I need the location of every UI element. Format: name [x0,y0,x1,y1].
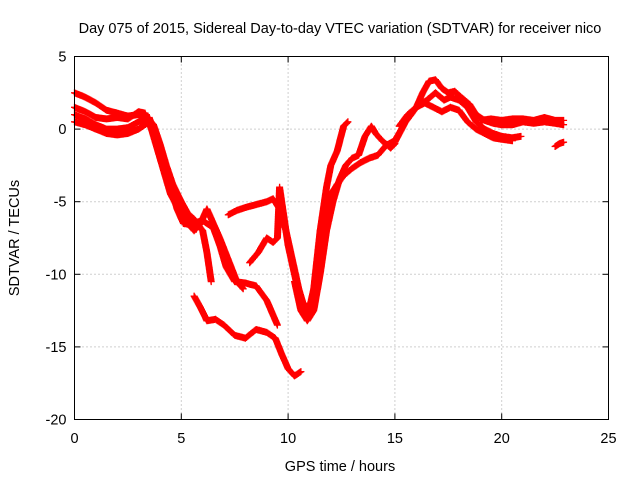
series-track-6 [190,292,305,380]
series-track-4 [71,118,200,233]
x-tick-label: 5 [177,431,185,447]
y-tick-label: -10 [46,267,67,283]
data-point-markers [551,138,568,150]
data-series [71,76,568,380]
data-point-markers [190,292,305,380]
series-track-12 [476,114,568,124]
data-point-markers [476,114,568,124]
series-track-11 [395,99,516,145]
chart-title: Day 075 of 2015, Sidereal Day-to-day VTE… [79,21,602,37]
data-point-markers [395,99,516,145]
y-tick-label: -20 [46,413,67,429]
axis-ticks: 0 5 10 15 20 25 5 0 -5 -10 -15 -20 [46,50,617,448]
x-tick-label: 10 [280,431,296,447]
y-tick-label: 0 [58,122,66,138]
series-track-2 [71,103,281,329]
plot-frame [74,56,609,420]
y-tick-label: 5 [58,50,66,66]
x-tick-label: 20 [494,431,510,447]
y-axis-label: SDTVAR / TECUs [7,180,23,296]
x-tick-label: 25 [600,431,616,447]
grid [74,56,609,420]
series-track-13 [551,138,568,150]
x-tick-label: 15 [387,431,403,447]
x-axis-label: GPS time / hours [285,459,395,475]
data-point-markers [71,103,281,329]
y-tick-label: -5 [54,195,67,211]
x-tick-label: 0 [70,431,78,447]
data-point-markers [71,118,200,233]
y-tick-label: -15 [46,340,67,356]
